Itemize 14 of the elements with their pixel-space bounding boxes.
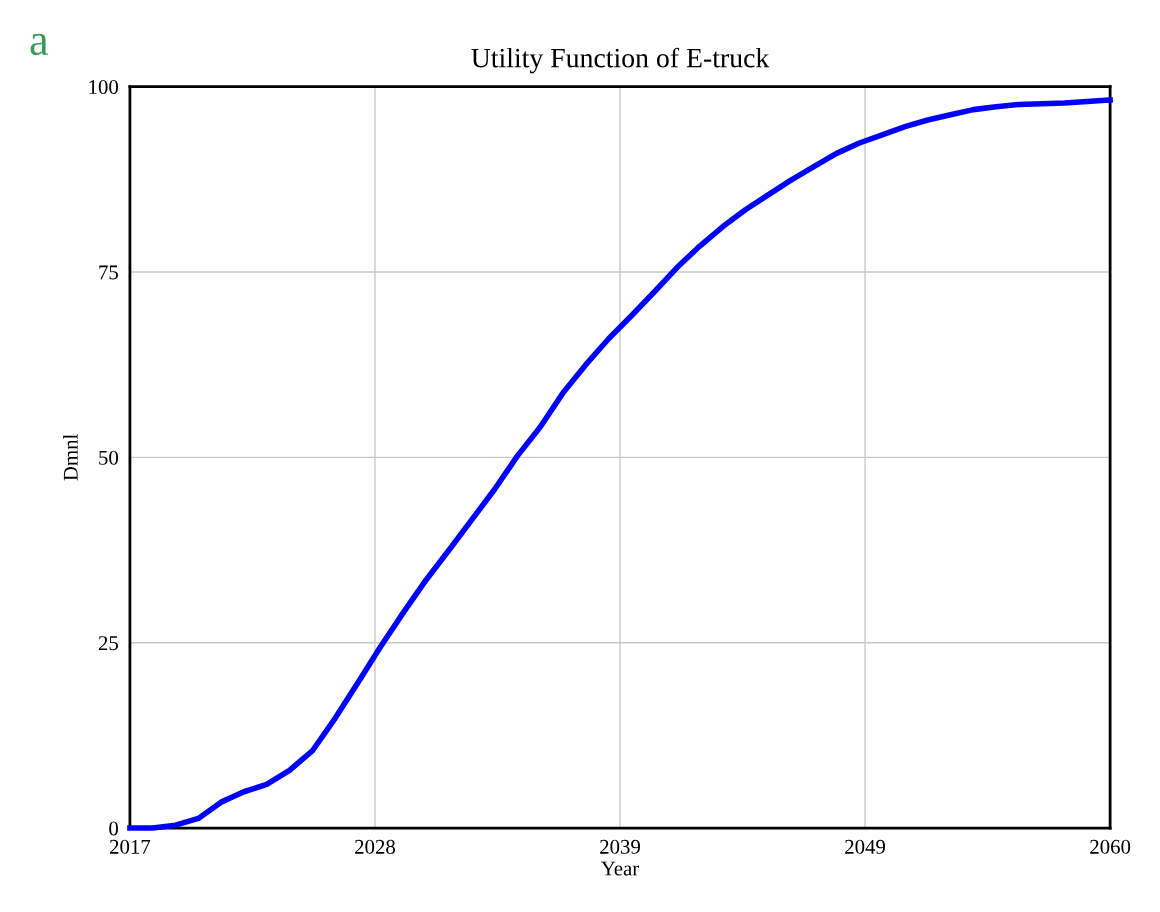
y-tick-label: 25 <box>98 636 118 651</box>
x-tick-label: 2028 <box>355 839 396 854</box>
x-tick-label: 2039 <box>600 839 640 854</box>
x-axis-title: Year <box>601 861 640 876</box>
x-tick-label: 2049 <box>845 839 886 854</box>
x-tick-label: 2017 <box>110 839 151 854</box>
y-tick-label: 75 <box>99 265 118 280</box>
y-tick-label: 100 <box>89 80 119 95</box>
text: a <box>30 33 49 56</box>
y-axis-title: Dmnl <box>63 434 78 481</box>
x-tick-label: 2060 <box>1090 839 1131 854</box>
chart-title: Utility Function of E-truck <box>471 47 770 74</box>
y-tick-label: 0 <box>109 821 119 836</box>
y-tick-label: 50 <box>99 450 119 465</box>
